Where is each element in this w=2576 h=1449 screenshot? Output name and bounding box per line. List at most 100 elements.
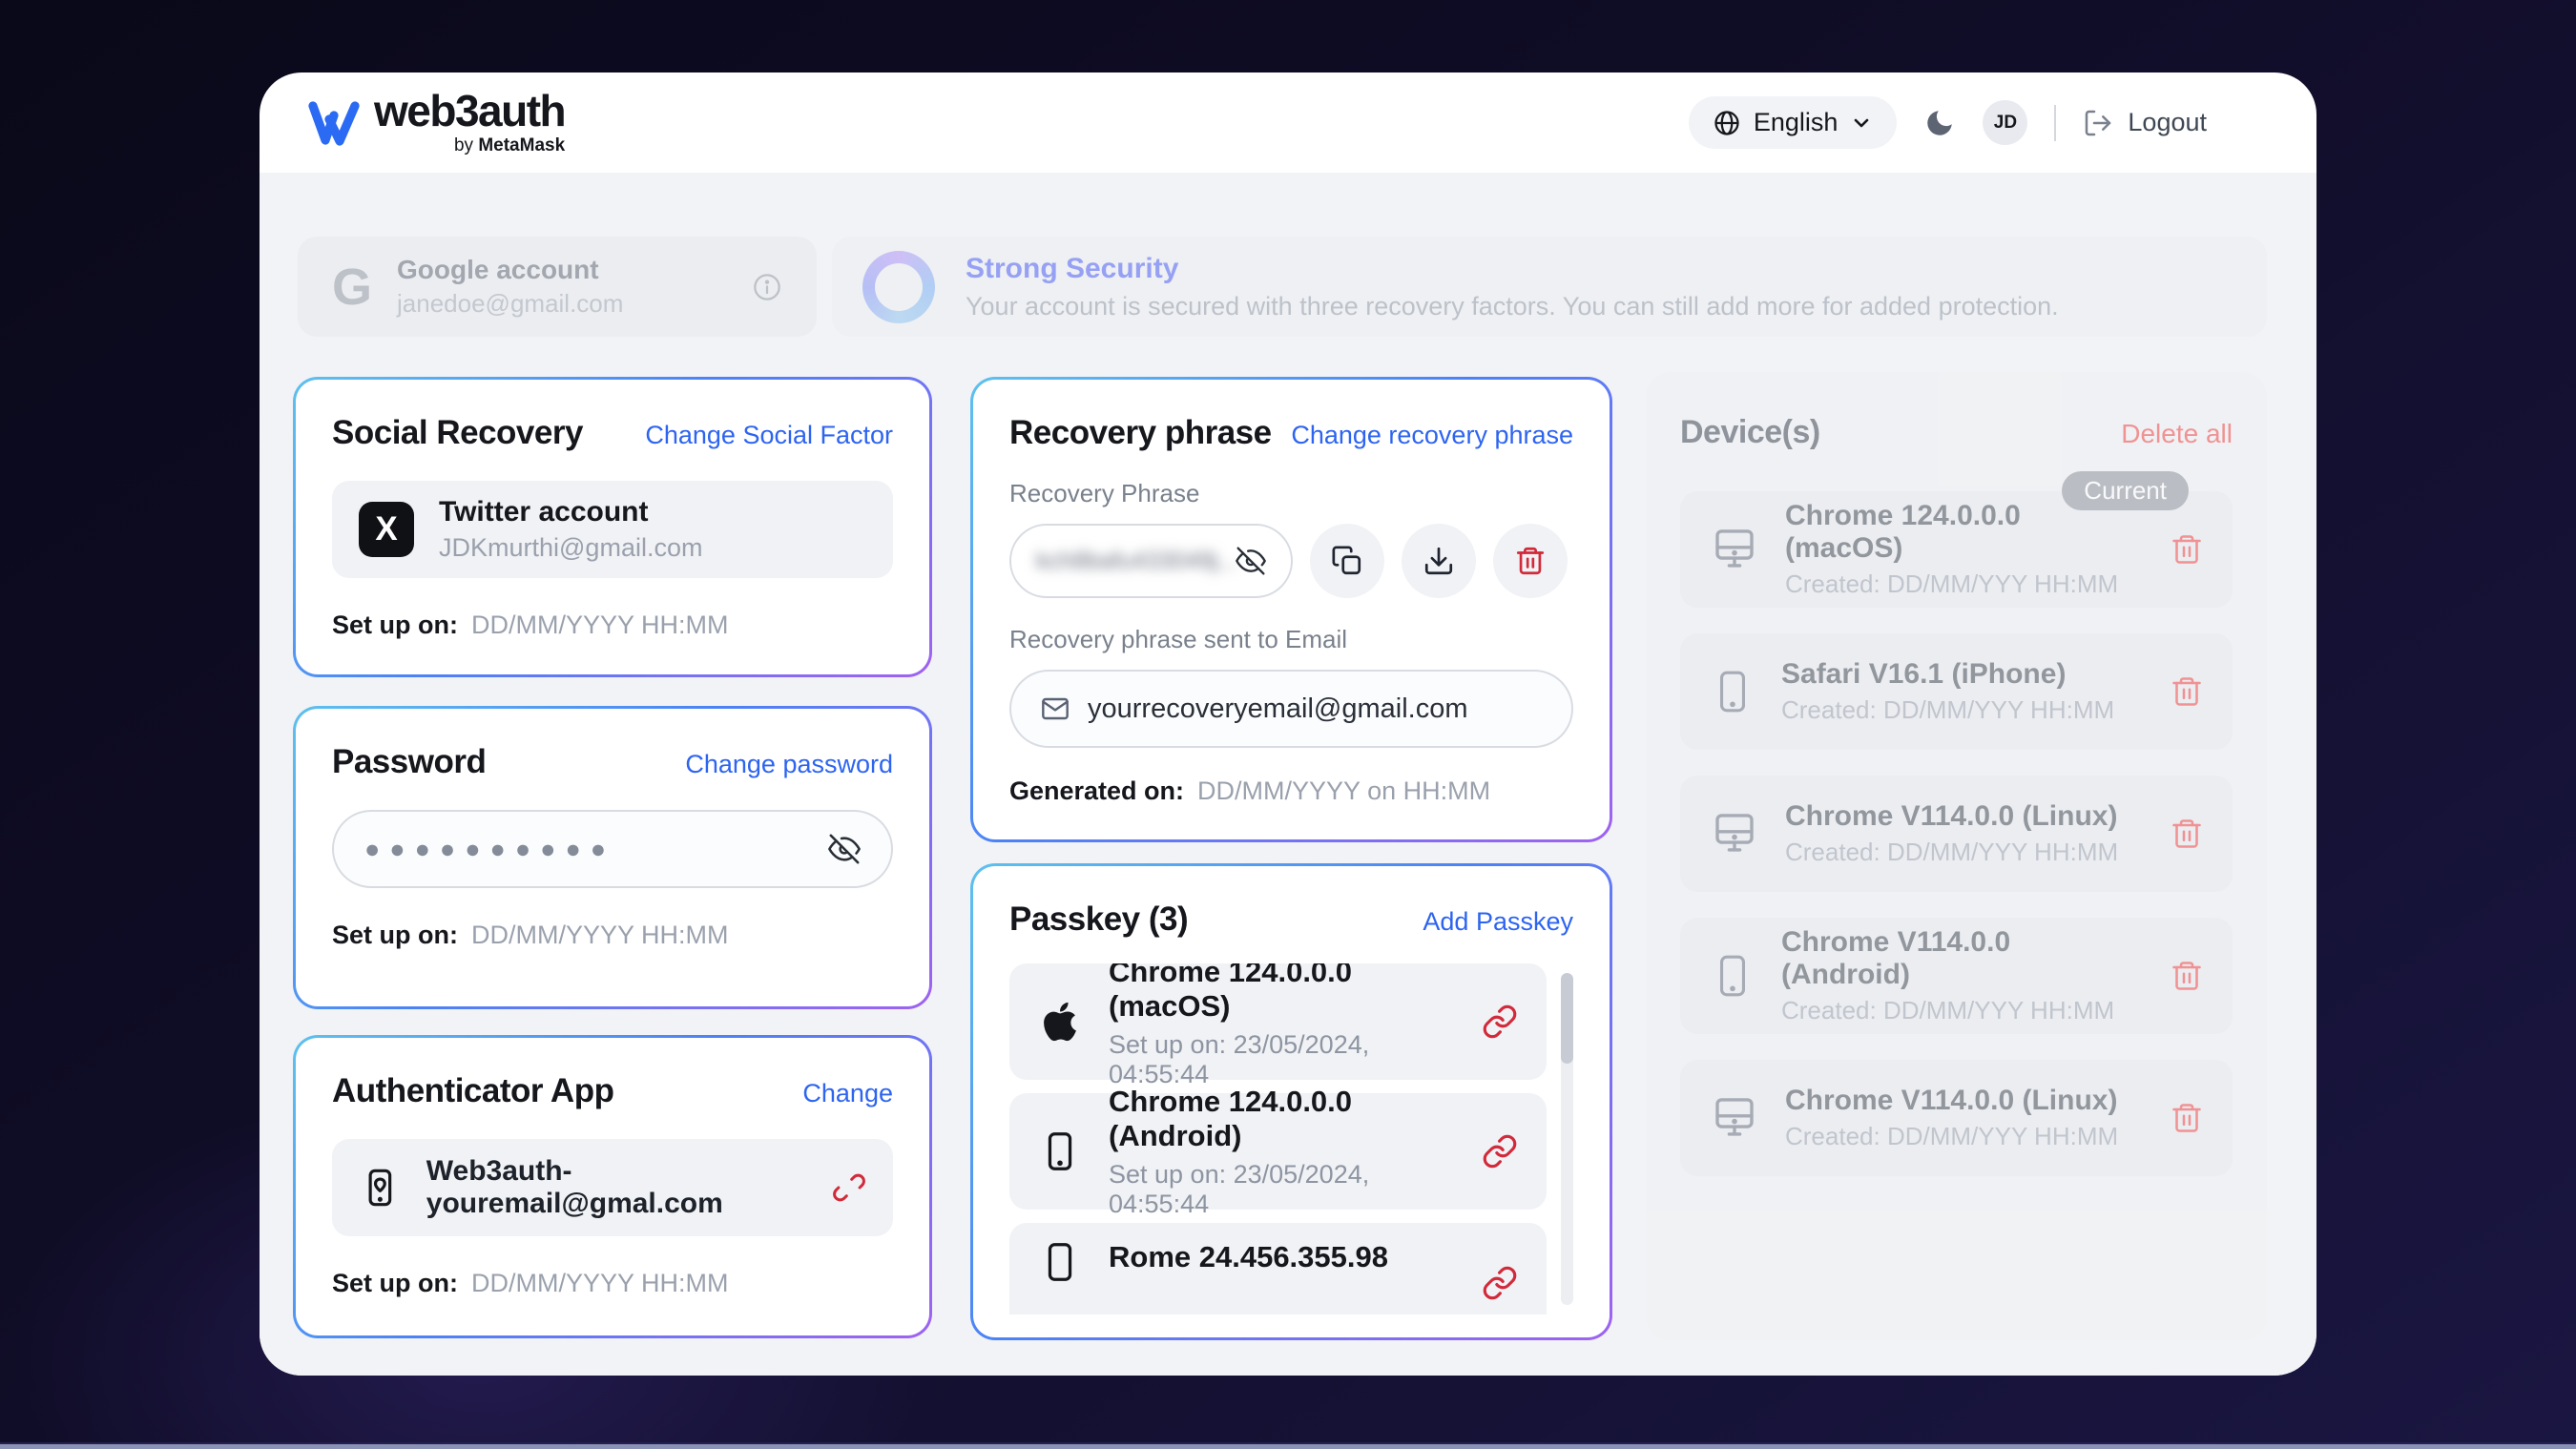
device-name: Safari V16.1 (iPhone) xyxy=(1781,658,2067,690)
social-recovery-card: Social Recovery Change Social Factor X T… xyxy=(293,377,932,677)
link-icon[interactable] xyxy=(1482,1265,1518,1301)
password-field[interactable]: ●●●●●●●●●● xyxy=(332,810,893,888)
broken-link-icon[interactable] xyxy=(832,1170,866,1205)
language-selector[interactable]: English xyxy=(1688,96,1898,149)
web3auth-logo: web3auth by MetaMask xyxy=(307,86,567,156)
device-row: Safari V16.1 (iPhone) Created: DD/MM/YYY… xyxy=(1680,633,2233,750)
device-created-date: Created: DD/MM/YYY HH:MM xyxy=(1785,569,2119,598)
google-logo-icon: G xyxy=(332,258,373,316)
devices-title: Device(s) xyxy=(1680,414,1820,450)
x-twitter-icon: X xyxy=(359,502,414,557)
device-created-date: Created: DD/MM/YYY HH:MM xyxy=(1781,996,2115,1025)
logout-icon xyxy=(2086,110,2111,135)
delete-all-devices-link[interactable]: Delete all xyxy=(2121,419,2233,448)
change-password-link[interactable]: Change password xyxy=(685,750,893,778)
logo-wordmark: web3auth xyxy=(374,86,567,135)
security-banner-description: Your account is secured with three recov… xyxy=(966,291,2059,321)
change-authenticator-link[interactable]: Change xyxy=(802,1079,893,1107)
change-social-factor-link[interactable]: Change Social Factor xyxy=(645,421,893,449)
account-banner-title: Google account xyxy=(397,255,599,284)
logout-button[interactable]: Logout xyxy=(2083,108,2207,138)
device-row: Chrome V114.0.0 (Linux) Created: DD/MM/Y… xyxy=(1680,1060,2233,1176)
header-divider xyxy=(2054,104,2057,141)
passkey-item: Chrome 124.0.0.0 (Android) Set up on: 23… xyxy=(1009,1085,1547,1218)
copy-recovery-phrase-button[interactable] xyxy=(1310,524,1384,598)
account-banner-email: janedoe@gmail.com xyxy=(397,289,624,318)
security-status-banner: Strong Security Your account is secured … xyxy=(832,237,2267,337)
device-created-date: Created: DD/MM/YYY HH:MM xyxy=(1781,695,2115,724)
recovery-email-label: Recovery phrase sent to Email xyxy=(1009,625,1348,653)
device-created-date: Created: DD/MM/YYY HH:MM xyxy=(1785,838,2119,866)
logo-byline: by MetaMask xyxy=(453,135,566,155)
phone-pin-icon xyxy=(368,1169,392,1207)
screen-bottom-line xyxy=(0,1442,2576,1444)
delete-recovery-phrase-button[interactable] xyxy=(1493,524,1568,598)
social-recovery-title: Social Recovery xyxy=(332,414,583,451)
device-name: Chrome V114.0.0 (Android) xyxy=(1781,926,2011,990)
logout-label: Logout xyxy=(2128,108,2207,136)
password-masked-value: ●●●●●●●●●● xyxy=(364,834,616,863)
trash-icon xyxy=(2172,677,2201,706)
device-name: Chrome 124.0.0.0 (macOS) xyxy=(1785,500,2021,564)
passkey-setup-date: Set up on: 23/05/2024, 04:55:44 xyxy=(1109,1029,1370,1088)
authenticator-setup-date: Set up on: DD/MM/YYYY HH:MM xyxy=(332,1269,729,1297)
link-icon[interactable] xyxy=(1482,1004,1518,1040)
authenticator-account-email: Web3auth-youremail@gmal.com xyxy=(426,1155,723,1219)
recovery-phrase-label: Recovery Phrase xyxy=(1009,479,1200,507)
screen-bottom-strip xyxy=(0,1444,2576,1449)
delete-device-button[interactable] xyxy=(2170,674,2204,709)
passkey-title: Passkey (3) xyxy=(1009,900,1189,938)
dark-mode-toggle-moon-icon[interactable] xyxy=(1923,107,1956,139)
passkey-scrollbar-thumb[interactable] xyxy=(1561,973,1573,1064)
authenticator-title: Authenticator App xyxy=(332,1072,614,1109)
authenticator-app-card: Authenticator App Change Web3auth-yourem… xyxy=(293,1035,932,1338)
eye-off-icon[interactable] xyxy=(1236,546,1266,576)
delete-device-button[interactable] xyxy=(2170,959,2204,993)
authenticator-account-item: Web3auth-youremail@gmal.com xyxy=(332,1139,893,1236)
twitter-account-item: X Twitter account JDKmurthi@gmail.com xyxy=(332,481,893,578)
apple-icon xyxy=(1044,1002,1076,1042)
smartphone-icon xyxy=(1048,1243,1072,1281)
add-passkey-link[interactable]: Add Passkey xyxy=(1423,907,1573,936)
recovery-email-value: yourrecoveryemail@gmail.com xyxy=(1088,693,1468,724)
passkey-item: Chrome 124.0.0.0 (macOS) Set up on: 23/0… xyxy=(1009,963,1547,1088)
passkey-list: Chrome 124.0.0.0 (macOS) Set up on: 23/0… xyxy=(1009,963,1573,1314)
trash-icon xyxy=(2172,962,2201,990)
delete-device-button[interactable] xyxy=(2170,817,2204,851)
smartphone-icon xyxy=(1719,671,1746,713)
user-avatar[interactable]: JD xyxy=(1983,100,2028,145)
app-header: web3auth by MetaMask English JD xyxy=(260,72,2316,173)
delete-device-button[interactable] xyxy=(2170,1101,2204,1135)
device-row: Current Chrome 124.0.0.0 (macOS) Created… xyxy=(1680,471,2233,608)
password-setup-date: Set up on: DD/MM/YYYY HH:MM xyxy=(332,921,729,949)
security-strength-ring-icon xyxy=(862,250,935,323)
eye-off-icon[interactable] xyxy=(828,833,861,865)
recovery-email-field[interactable]: yourrecoveryemail@gmail.com xyxy=(1009,670,1573,748)
recovery-phrase-masked-value: kch8bafu433049j... xyxy=(1036,547,1236,574)
change-recovery-phrase-link[interactable]: Change recovery phrase xyxy=(1291,421,1573,449)
monitor-icon xyxy=(1715,814,1754,852)
info-icon[interactable] xyxy=(752,272,782,302)
passkey-scrollbar-track[interactable] xyxy=(1561,973,1573,1305)
device-name: Chrome V114.0.0 (Linux) xyxy=(1785,800,2118,832)
devices-panel: Device(s) Delete all Current Chrome 124.… xyxy=(1646,372,2267,1340)
download-icon xyxy=(1424,547,1453,575)
smartphone-icon xyxy=(1048,1132,1072,1170)
link-icon[interactable] xyxy=(1482,1133,1518,1170)
device-row: Chrome V114.0.0 (Android) Created: DD/MM… xyxy=(1680,918,2233,1034)
mail-icon xyxy=(1042,697,1069,720)
current-device-badge: Current xyxy=(2062,471,2189,510)
trash-icon xyxy=(2172,1104,2201,1132)
chevron-down-icon xyxy=(1855,118,1869,127)
passkey-card: Passkey (3) Add Passkey Chrome 124.0.0.0… xyxy=(970,863,1612,1340)
delete-device-button[interactable] xyxy=(2170,532,2204,567)
monitor-icon xyxy=(1715,1098,1754,1136)
google-account-banner: G Google account janedoe@gmail.com xyxy=(298,237,817,337)
copy-icon xyxy=(1332,546,1361,575)
download-recovery-phrase-button[interactable] xyxy=(1402,524,1476,598)
device-name: Chrome V114.0.0 (Linux) xyxy=(1785,1085,2118,1116)
recovery-phrase-card: Recovery phrase Change recovery phrase R… xyxy=(970,377,1612,842)
recovery-phrase-field[interactable]: kch8bafu433049j... xyxy=(1009,524,1293,598)
passkey-setup-date: Set up on: 23/05/2024, 04:55:44 xyxy=(1109,1159,1370,1218)
